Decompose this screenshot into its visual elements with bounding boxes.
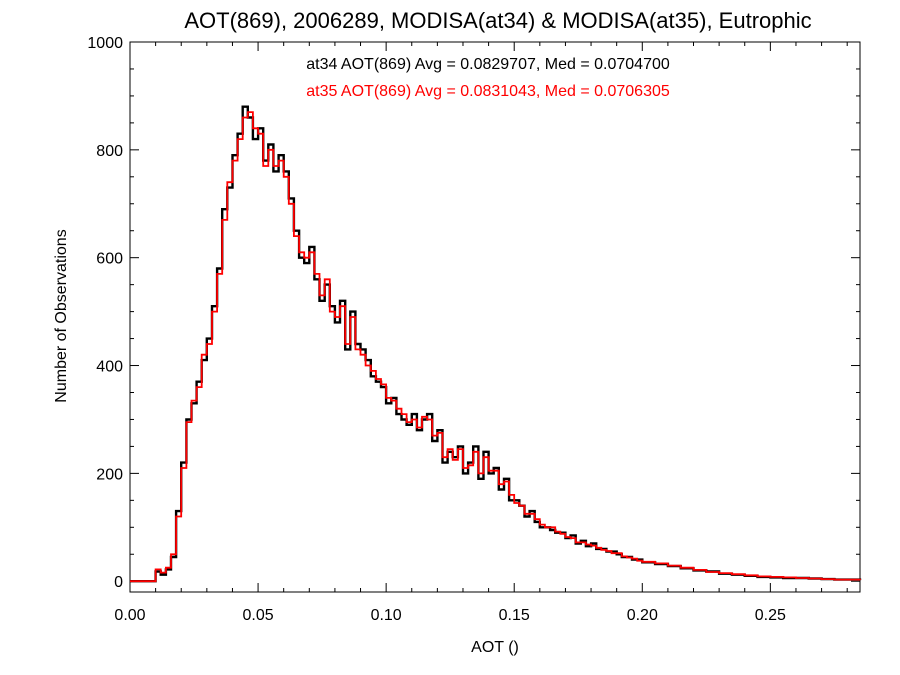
at35-histogram-line	[130, 111, 861, 583]
x-tick-label: 0.20	[627, 607, 658, 624]
y-tick-label: 1000	[87, 35, 123, 52]
x-tick-label: 0.05	[242, 607, 273, 624]
y-tick-label: 400	[96, 359, 123, 376]
x-tick-label: 0.25	[755, 607, 786, 624]
x-tick-label: 0.15	[499, 607, 530, 624]
y-tick-label: 0	[114, 574, 123, 591]
x-tick-label: 0.10	[371, 607, 402, 624]
at34-histogram-line	[130, 105, 862, 583]
y-tick-label: 600	[96, 251, 123, 268]
axis-ticks: 0.00 0.05 0.10 0.15 0.20 0.25 0 200 400 600 800 100…	[87, 35, 860, 624]
at34-stats-annotation: at34 AOT(869) Avg = 0.0829707, Med = 0.0…	[306, 56, 670, 73]
y-tick-label: 200	[96, 466, 123, 483]
plot-frame	[129, 41, 861, 593]
at35-stats-annotation: at35 AOT(869) Avg = 0.0831043, Med = 0.0…	[306, 83, 670, 100]
series-layer	[130, 105, 862, 583]
chart-title: AOT(869), 2006289, MODISA(at34) & MODISA…	[184, 8, 811, 33]
x-axis-label: AOT ()	[471, 639, 519, 656]
x-tick-label: 0.00	[114, 607, 145, 624]
y-tick-label: 800	[96, 143, 123, 160]
y-axis-label: Number of Observations	[53, 229, 70, 402]
